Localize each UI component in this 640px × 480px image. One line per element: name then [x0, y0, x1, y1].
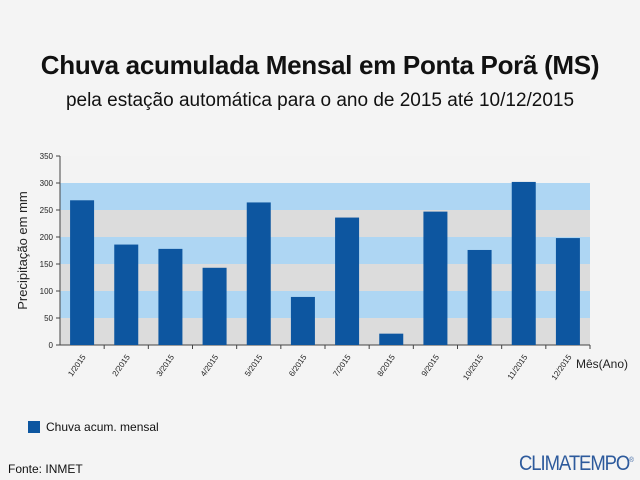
bar [114, 244, 139, 345]
legend-swatch [28, 421, 40, 433]
grid-band [60, 237, 590, 264]
grid-band [60, 318, 590, 345]
chart-subtitle: pela estação automática para o ano de 20… [65, 90, 575, 111]
bar [335, 217, 360, 345]
bar [555, 238, 580, 345]
y-tick-label: 50 [44, 314, 53, 323]
bar [511, 181, 536, 345]
x-tick-label: 7/2015 [331, 353, 353, 379]
x-tick-label: 1/2015 [66, 353, 88, 379]
logo-text: CLIMATEMPO [519, 452, 630, 475]
bar [70, 200, 95, 345]
grid-band [60, 183, 590, 210]
climatempo-logo: CLIMATEMPO® [519, 452, 634, 475]
x-tick-label: 4/2015 [199, 353, 221, 379]
x-tick-label: 6/2015 [287, 353, 309, 379]
source-note: Fonte: INMET [8, 462, 83, 476]
x-axis-title: Mês(Ano) [576, 357, 628, 371]
grid-band [60, 156, 590, 183]
x-tick-label: 11/2015 [506, 353, 530, 382]
grid-band [60, 210, 590, 237]
x-tick-label: 10/2015 [461, 353, 485, 382]
bar [423, 211, 448, 345]
grid-band [60, 291, 590, 318]
bar [467, 249, 492, 345]
bar [158, 248, 183, 345]
legend: Chuva acum. mensal [28, 420, 159, 434]
bar [202, 267, 227, 345]
x-tick-label: 3/2015 [155, 353, 177, 379]
chart-title: Chuva acumulada Mensal em Ponta Porã (MS… [40, 50, 600, 80]
y-tick-label: 200 [40, 233, 54, 242]
grid-band [60, 264, 590, 291]
x-tick-label: 8/2015 [375, 353, 397, 379]
bar [379, 333, 404, 345]
y-tick-label: 150 [40, 260, 54, 269]
y-tick-label: 250 [40, 206, 54, 215]
bar [246, 202, 271, 345]
y-tick-label: 100 [40, 287, 54, 296]
y-tick-label: 0 [49, 341, 54, 350]
y-tick-label: 350 [40, 152, 54, 161]
bar [290, 296, 315, 345]
x-tick-label: 5/2015 [243, 353, 265, 379]
y-axis-title: Precipitação em mm [15, 191, 30, 309]
x-tick-label: 9/2015 [420, 353, 442, 379]
legend-label: Chuva acum. mensal [46, 420, 159, 434]
x-tick-label: 2/2015 [110, 353, 132, 379]
x-tick-label: 12/2015 [550, 353, 574, 382]
y-tick-label: 300 [40, 179, 54, 188]
